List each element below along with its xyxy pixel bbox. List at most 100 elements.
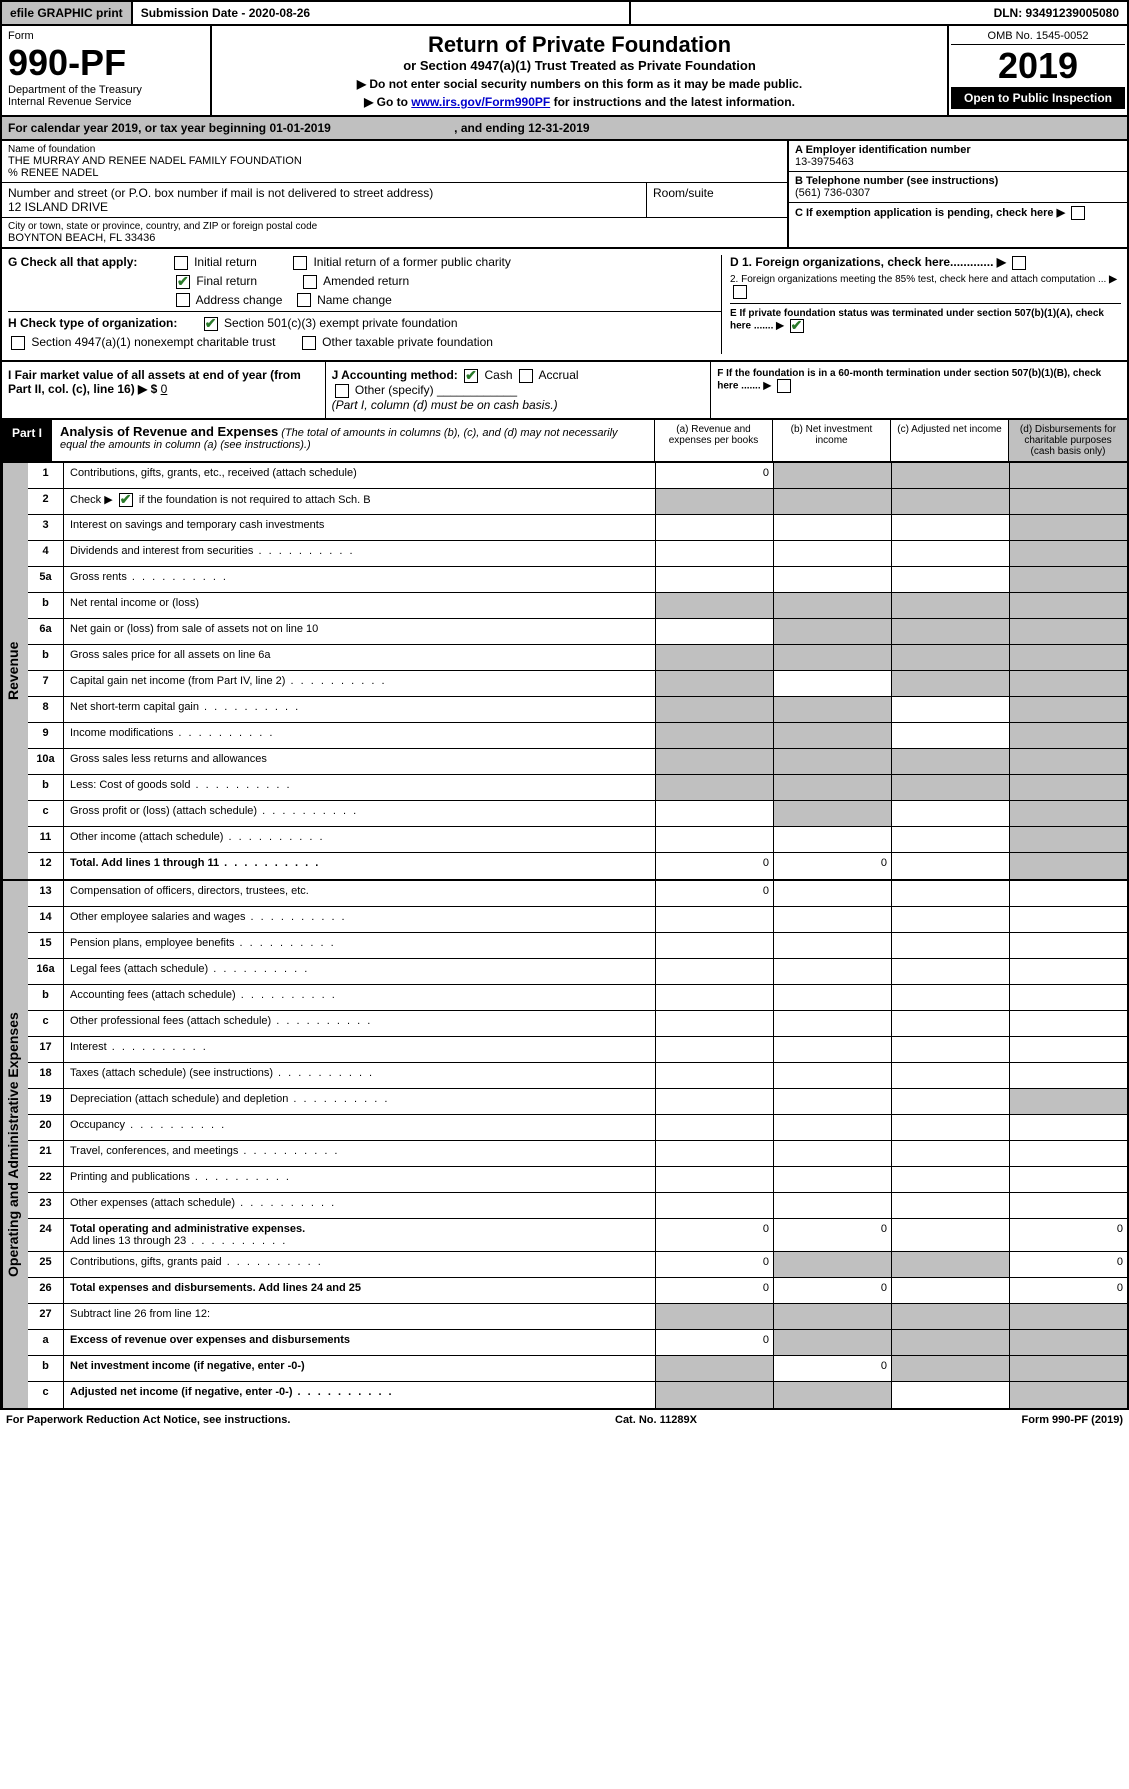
phone-value: (561) 736-0307 xyxy=(795,187,1121,199)
arrow-icon: ▶ xyxy=(763,381,771,392)
room-cell: Room/suite xyxy=(647,183,787,217)
phone-label: B Telephone number (see instructions) xyxy=(795,175,1121,187)
row-20: 20Occupancy xyxy=(28,1115,1127,1141)
row-8: 8Net short-term capital gain xyxy=(28,697,1127,723)
accrual-checkbox[interactable] xyxy=(519,369,533,383)
header-center: Return of Private Foundation or Section … xyxy=(212,26,947,115)
address-change-checkbox[interactable] xyxy=(176,293,190,307)
arrow-icon: ▶ xyxy=(1109,274,1117,285)
row-9: 9Income modifications xyxy=(28,723,1127,749)
name-change-checkbox[interactable] xyxy=(297,293,311,307)
row-4: 4Dividends and interest from securities xyxy=(28,541,1127,567)
row-19: 19Depreciation (attach schedule) and dep… xyxy=(28,1089,1127,1115)
h-row2: Section 4947(a)(1) nonexempt charitable … xyxy=(8,335,721,350)
foundation-name: THE MURRAY AND RENEE NADEL FAMILY FOUNDA… xyxy=(8,155,781,167)
check-left: G Check all that apply: Initial return I… xyxy=(8,255,721,354)
final-return-checkbox[interactable] xyxy=(176,275,190,289)
row-27a: aExcess of revenue over expenses and dis… xyxy=(28,1330,1127,1356)
d2-label: 2. Foreign organizations meeting the 85%… xyxy=(730,274,1106,285)
initial-former-label: Initial return of a former public charit… xyxy=(313,255,510,269)
row-6b: bGross sales price for all assets on lin… xyxy=(28,645,1127,671)
form-label: Form xyxy=(8,30,204,42)
row-17: 17Interest xyxy=(28,1037,1127,1063)
row-5a: 5aGross rents xyxy=(28,567,1127,593)
name-cell: Name of foundation THE MURRAY AND RENEE … xyxy=(2,141,787,183)
cash-checkbox[interactable] xyxy=(464,369,478,383)
expenses-table: Operating and Administrative Expenses 13… xyxy=(0,881,1129,1410)
c-cell: C If exemption application is pending, c… xyxy=(789,203,1127,223)
schb-checkbox[interactable] xyxy=(119,493,133,507)
d1-checkbox[interactable] xyxy=(1012,256,1026,270)
i-cell: I Fair market value of all assets at end… xyxy=(2,362,326,418)
c-checkbox[interactable] xyxy=(1071,206,1085,220)
f-checkbox[interactable] xyxy=(777,379,791,393)
row-25: 25Contributions, gifts, grants paid00 xyxy=(28,1252,1127,1278)
row-27b: bNet investment income (if negative, ent… xyxy=(28,1356,1127,1382)
other-taxable-checkbox[interactable] xyxy=(302,336,316,350)
city-value: BOYNTON BEACH, FL 33436 xyxy=(8,232,781,244)
goto-prefix: ▶ Go to xyxy=(364,95,411,109)
ssn-note: ▶ Do not enter social security numbers o… xyxy=(218,77,941,91)
addr-label: Number and street (or P.O. box number if… xyxy=(8,186,640,200)
dept-irs: Internal Revenue Service xyxy=(8,96,204,108)
row-12: 12Total. Add lines 1 through 1100 xyxy=(28,853,1127,879)
goto-suffix: for instructions and the latest informat… xyxy=(554,95,795,109)
city-cell: City or town, state or province, country… xyxy=(2,218,787,247)
501c3-checkbox[interactable] xyxy=(204,317,218,331)
part1-header: Part I Analysis of Revenue and Expenses … xyxy=(0,420,1129,463)
form-title: Return of Private Foundation xyxy=(218,32,941,58)
row-10a: 10aGross sales less returns and allowanc… xyxy=(28,749,1127,775)
accrual-label: Accrual xyxy=(539,368,579,382)
e-checkbox[interactable] xyxy=(790,319,804,333)
501c3-label: Section 501(c)(3) exempt private foundat… xyxy=(224,316,457,330)
address-cell: Number and street (or P.O. box number if… xyxy=(2,183,647,217)
row-15: 15Pension plans, employee benefits xyxy=(28,933,1127,959)
e-row: E If private foundation status was termi… xyxy=(730,303,1121,333)
expenses-rows: 13Compensation of officers, directors, t… xyxy=(28,881,1127,1408)
j-label: J Accounting method: xyxy=(332,368,458,382)
d1-label: D 1. Foreign organizations, check here..… xyxy=(730,255,993,269)
form-number: 990-PF xyxy=(8,42,204,84)
addr-value: 12 ISLAND DRIVE xyxy=(8,200,640,214)
arrow-icon: ▶ xyxy=(997,255,1006,269)
initial-former-checkbox[interactable] xyxy=(293,256,307,270)
row-14: 14Other employee salaries and wages xyxy=(28,907,1127,933)
ijf-row: I Fair market value of all assets at end… xyxy=(0,362,1129,420)
other-method-label: Other (specify) xyxy=(355,383,434,397)
other-method-checkbox[interactable] xyxy=(335,384,349,398)
other-taxable-label: Other taxable private foundation xyxy=(322,335,493,349)
footer-mid: Cat. No. 11289X xyxy=(615,1414,697,1426)
open-to-public: Open to Public Inspection xyxy=(951,87,1125,109)
col-b-head: (b) Net investment income xyxy=(773,420,891,461)
row-23: 23Other expenses (attach schedule) xyxy=(28,1193,1127,1219)
d1-row: D 1. Foreign organizations, check here..… xyxy=(730,255,1121,270)
row-22: 22Printing and publications xyxy=(28,1167,1127,1193)
expenses-side-label: Operating and Administrative Expenses xyxy=(2,881,28,1408)
c-label: C If exemption application is pending, c… xyxy=(795,207,1054,219)
d2-checkbox[interactable] xyxy=(733,285,747,299)
info-right: A Employer identification number 13-3975… xyxy=(787,141,1127,247)
initial-return-checkbox[interactable] xyxy=(174,256,188,270)
top-bar: efile GRAPHIC print Submission Date - 20… xyxy=(0,0,1129,26)
g-label: G Check all that apply: xyxy=(8,255,137,269)
row-16a: 16aLegal fees (attach schedule) xyxy=(28,959,1127,985)
city-label: City or town, state or province, country… xyxy=(8,221,781,232)
address-row: Number and street (or P.O. box number if… xyxy=(2,183,787,218)
4947-checkbox[interactable] xyxy=(11,336,25,350)
row-2: 2Check ▶ if the foundation is not requir… xyxy=(28,489,1127,515)
row-18: 18Taxes (attach schedule) (see instructi… xyxy=(28,1063,1127,1089)
4947-label: Section 4947(a)(1) nonexempt charitable … xyxy=(31,335,275,349)
omb-number: OMB No. 1545-0052 xyxy=(951,28,1125,45)
row-27: 27Subtract line 26 from line 12: xyxy=(28,1304,1127,1330)
check-right: D 1. Foreign organizations, check here..… xyxy=(721,255,1121,354)
h-row: H Check type of organization: Section 50… xyxy=(8,311,721,331)
irs-link[interactable]: www.irs.gov/Form990PF xyxy=(411,95,550,109)
row-16b: bAccounting fees (attach schedule) xyxy=(28,985,1127,1011)
amended-checkbox[interactable] xyxy=(303,275,317,289)
goto-note: ▶ Go to www.irs.gov/Form990PF for instru… xyxy=(218,95,941,109)
tax-year: 2019 xyxy=(951,45,1125,87)
i-value: 0 xyxy=(161,382,168,396)
h-label: H Check type of organization: xyxy=(8,316,177,330)
footer-left: For Paperwork Reduction Act Notice, see … xyxy=(6,1414,290,1426)
part1-title: Analysis of Revenue and Expenses xyxy=(60,424,278,439)
